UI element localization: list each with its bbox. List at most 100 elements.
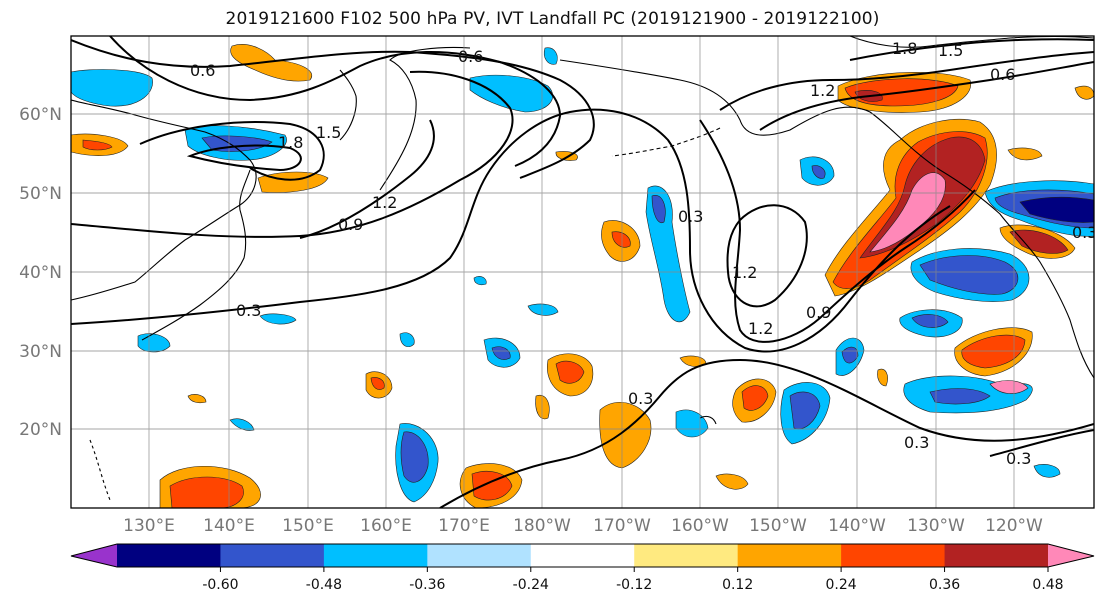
colorbar-ticks: -0.60 -0.48 -0.36 -0.24 -0.12 0.12 0.24 0.36 0.4…	[202, 567, 1064, 593]
anomaly-blob	[169, 476, 244, 508]
colorbar-swatch	[841, 544, 946, 567]
contour-label: 1.2	[810, 81, 835, 100]
pv-contour-east-1.8	[849, 38, 1094, 61]
coastline-bering	[559, 59, 1094, 379]
anomaly-blob	[259, 313, 297, 325]
anomaly-blob	[1074, 85, 1094, 100]
anomaly-blob	[741, 385, 769, 411]
anomaly-blob	[400, 431, 429, 483]
contour-label: 0.9	[338, 215, 363, 234]
lat-label: 50°N	[19, 184, 62, 204]
contour-label: 0.3	[904, 433, 929, 452]
pv-contour-east-1.5	[759, 61, 1094, 131]
lon-label: 160°E	[360, 516, 412, 536]
lat-label: 60°N	[19, 105, 62, 125]
colorbar-swatch	[117, 544, 221, 567]
colorbar-extend-low	[71, 544, 117, 567]
lon-label: 180°W	[513, 516, 571, 536]
anomaly-blob	[555, 360, 585, 384]
contour-label: 0.9	[806, 303, 831, 322]
colorbar-swatch	[634, 544, 739, 567]
anomaly-blob	[961, 334, 1026, 369]
anomaly-blob	[869, 172, 946, 253]
anomaly-blob	[370, 377, 385, 390]
contour-label: 1.5	[938, 41, 963, 60]
longitude-labels: 130°E 140°E 150°E 160°E 170°E 180°W 170°…	[123, 516, 1043, 536]
pv-contour-0.3-southeast	[989, 429, 1094, 457]
anomaly-blob	[82, 139, 113, 151]
pv-contour-1.8	[186, 144, 302, 172]
anomaly-blob	[543, 47, 558, 65]
lon-label: 140°E	[203, 516, 255, 536]
anomaly-blob	[399, 332, 415, 347]
colorbar-tick-label: -0.36	[409, 577, 445, 593]
contour-label: 0.3	[236, 301, 261, 320]
lat-label: 30°N	[19, 342, 62, 362]
contour-label: 0.6	[990, 65, 1015, 84]
anomaly-blob	[877, 368, 888, 387]
anomaly-blob	[911, 314, 949, 328]
lon-label: 170°E	[438, 516, 490, 536]
contour-label: 1.2	[372, 193, 397, 212]
contour-label: 1.2	[748, 319, 773, 338]
colorbar-swatches	[71, 544, 1094, 567]
pv-contour-labels: 0.6 0.6 1.5 1.8 1.2 0.9 0.3 0.3 1.2 1.2 …	[190, 39, 1094, 468]
map-frame	[70, 35, 1095, 509]
contour-label: 0.3	[678, 207, 703, 226]
colorbar-tick-label: -0.12	[616, 577, 652, 593]
colorbar-swatch	[737, 544, 842, 567]
pv-contour-central-1.2	[699, 119, 976, 343]
lon-label: 130°W	[907, 516, 965, 536]
anomaly-blob	[611, 231, 631, 248]
anomaly-blob	[473, 276, 487, 286]
colorbar-tick-label: 0.24	[826, 577, 857, 593]
anomaly-blob	[229, 418, 255, 431]
pv-contours	[71, 36, 1094, 508]
contour-label: 0.6	[190, 61, 215, 80]
colorbar-outline	[70, 543, 1095, 568]
pv-contour-0.6-inner	[109, 36, 562, 167]
anomaly-blob	[919, 255, 1019, 295]
contour-label: 0.3	[628, 389, 653, 408]
colorbar-tick-label: -0.60	[202, 577, 238, 593]
colorbar-swatch	[427, 544, 532, 567]
colorbar: -0.60 -0.48 -0.36 -0.24 -0.12 0.12 0.24 0.36 0.4…	[70, 543, 1095, 593]
lat-label: 20°N	[19, 420, 62, 440]
colorbar-swatch	[220, 544, 325, 567]
anomaly-blob	[491, 346, 511, 360]
colorbar-tick-label: -0.24	[513, 577, 549, 593]
contour-label: 1.2	[732, 263, 757, 282]
pv-contour-1.5	[139, 121, 325, 181]
lon-label: 140°W	[828, 516, 886, 536]
colorbar-tick-label: 0.12	[722, 577, 753, 593]
lon-label: 160°W	[671, 516, 729, 536]
coastlines	[71, 36, 1094, 501]
lat-label: 40°N	[19, 263, 62, 283]
latitude-labels: 60°N 50°N 40°N 30°N 20°N	[19, 105, 62, 440]
anomaly-blob	[929, 388, 991, 405]
contour-label: 0.3	[1006, 449, 1031, 468]
colorbar-swatch	[530, 544, 635, 567]
anomaly-blob	[471, 471, 513, 501]
lon-label: 150°E	[282, 516, 334, 536]
anomaly-blob	[1009, 229, 1069, 254]
coastline-hawaii	[699, 415, 717, 425]
pv-contour-0.6-west	[71, 39, 595, 179]
pv-contour-0.3-north	[71, 108, 951, 353]
anomaly-blob	[811, 165, 826, 179]
anomaly-blob	[1033, 464, 1061, 478]
anomaly-blob	[989, 380, 1029, 394]
colorbar-tick-label: -0.48	[306, 577, 342, 593]
colorbar-extend-high	[1048, 544, 1094, 567]
ivt-anomaly-fills	[71, 44, 1094, 508]
lon-label: 120°W	[985, 516, 1043, 536]
lon-label: 130°E	[123, 516, 175, 536]
coastline-kamchatka	[379, 46, 471, 191]
pv-contour-mid-loop	[726, 204, 808, 308]
anomaly-blob	[469, 74, 553, 113]
lon-label: 150°W	[749, 516, 807, 536]
pv-contour-1.2-west	[299, 119, 435, 239]
contour-label: 1.8	[278, 133, 303, 152]
coastline-sakhalin	[339, 69, 357, 141]
